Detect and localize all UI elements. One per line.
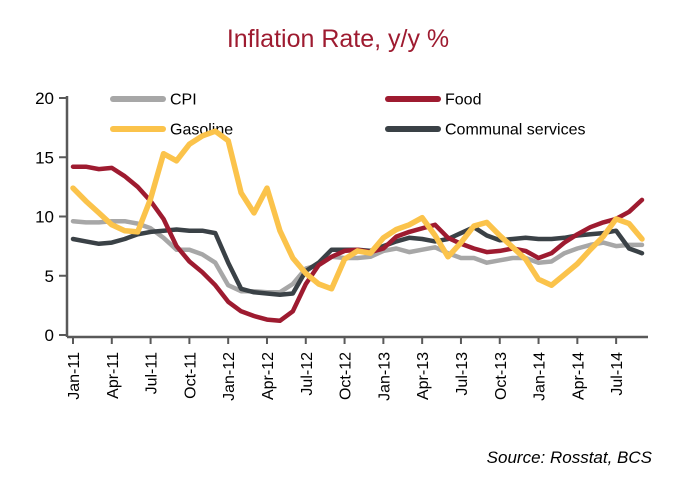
x-tick-label-apr-13: Apr-13 (415, 352, 432, 400)
x-tick-label-jan-14: Jan-14 (532, 352, 549, 401)
x-tick-label-oct-13: Oct-13 (493, 352, 510, 400)
x-tick-label-jan-11: Jan-11 (66, 352, 83, 400)
x-tick-label-jul-12: Jul-12 (299, 352, 316, 396)
y-tick-label: 10 (35, 208, 54, 227)
plot-area (70, 128, 645, 324)
x-tick-label-jan-12: Jan-12 (221, 352, 238, 401)
legend-label-communal-services: Communal services (445, 122, 585, 139)
axes: 0 5 10 15 20 Jan-11 Apr-11 Jul-11 Oct-11 Jan-12 Ap… (35, 89, 648, 401)
y-tick-label: 5 (45, 267, 54, 286)
x-tick-label-jan-13: Jan-13 (376, 352, 393, 401)
legend-item-communal-services: Communal services (385, 122, 585, 139)
y-tick-label: 20 (35, 89, 54, 108)
x-tick-label-apr-12: Apr-12 (260, 352, 277, 400)
x-tick-label-oct-12: Oct-12 (338, 352, 355, 400)
y-tick-label: 0 (45, 326, 54, 345)
legend-label-cpi: CPI (170, 92, 197, 109)
x-tick-label-jul-14: Jul-14 (609, 352, 626, 396)
x-tick-label-apr-14: Apr-14 (570, 352, 587, 400)
y-tick-label: 15 (35, 148, 54, 167)
series-line-gasoline (70, 128, 645, 292)
source-note: Source: Rosstat, BCS (487, 448, 653, 467)
x-tick-label-jul-13: Jul-13 (454, 352, 471, 396)
legend-item-food: Food (385, 92, 481, 109)
legend-label-food: Food (445, 92, 481, 109)
chart-title: Inflation Rate, y/y % (227, 25, 449, 53)
legend-item-cpi: CPI (110, 92, 197, 109)
series-line-cpi (70, 218, 645, 295)
x-tick-label-apr-11: Apr-11 (105, 352, 122, 399)
x-tick-label-oct-11: Oct-11 (182, 352, 199, 399)
series-line-food (70, 164, 645, 324)
x-tick-label-jul-11: Jul-11 (144, 352, 161, 394)
series-line-communal-services (70, 224, 645, 297)
